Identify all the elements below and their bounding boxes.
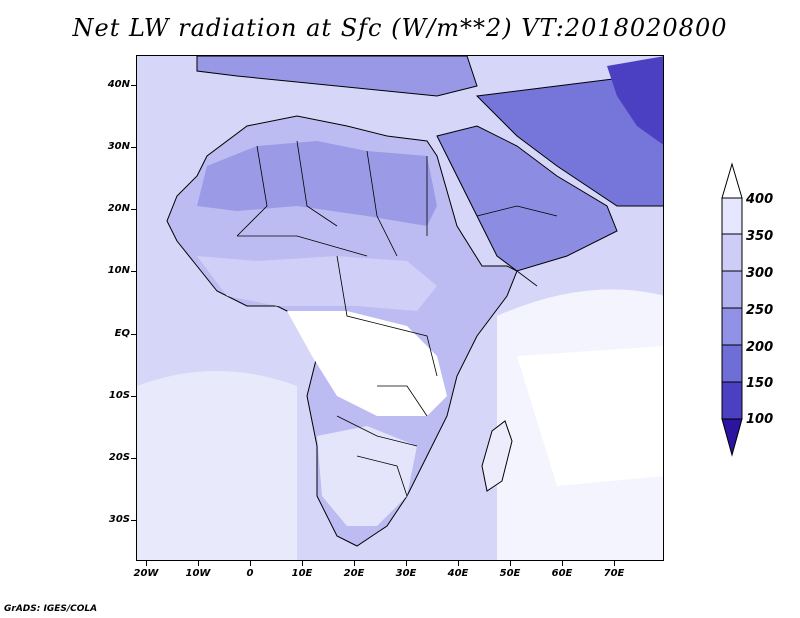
lon-tick (354, 561, 355, 566)
lon-tick (510, 561, 511, 566)
lat-label-10s: 10S (108, 390, 130, 401)
arabia-landmass (436, 125, 618, 272)
colorbar-band-300-350 (721, 233, 743, 272)
colorbar (721, 162, 743, 457)
colorbar-band-200-250 (721, 307, 743, 346)
colorbar-band-350-400 (721, 197, 743, 235)
lon-label-70e: 70E (603, 568, 625, 579)
colorbar-top-arrow (721, 162, 743, 199)
lon-tick (302, 561, 303, 566)
lat-label-20s: 20S (108, 452, 130, 463)
lat-tick (131, 458, 136, 459)
colorbar-bottom-arrow (721, 418, 743, 457)
colorbar-label-350: 350 (746, 229, 774, 244)
europe-strip (196, 56, 478, 97)
colorbar-label-300: 300 (746, 266, 774, 281)
lon-label-0: 0 (246, 568, 254, 579)
lon-tick (614, 561, 615, 566)
lat-label-30n: 30N (107, 141, 130, 152)
lat-tick (131, 271, 136, 272)
lat-tick (131, 85, 136, 86)
lat-label-40n: 40N (107, 79, 130, 90)
lon-tick (250, 561, 251, 566)
lon-label-40e: 40E (447, 568, 469, 579)
sahel-band (197, 256, 437, 311)
lat-label-eq: EQ (114, 328, 130, 339)
map-title: Net LW radiation at Sfc (W/m**2) VT:2018… (72, 14, 728, 42)
colorbar-label-150: 150 (746, 376, 774, 391)
tropical-interior (287, 311, 447, 416)
lat-tick (131, 209, 136, 210)
lon-tick (146, 561, 147, 566)
lat-label-30s: 30S (108, 514, 130, 525)
country-borders (236, 140, 558, 497)
indian-ocean-light (517, 346, 663, 486)
lon-label-10w: 10W (185, 568, 211, 579)
iran-landmass (475, 75, 663, 207)
lon-tick (406, 561, 407, 566)
lon-label-20e: 20E (343, 568, 365, 579)
lat-label-20n: 20N (107, 203, 130, 214)
lon-tick (198, 561, 199, 566)
lon-label-30e: 30E (395, 568, 417, 579)
map-panel (136, 55, 664, 561)
colorbar-label-250: 250 (746, 303, 774, 318)
lat-tick (131, 334, 136, 335)
colorbar-label-400: 400 (746, 192, 774, 207)
lat-tick (131, 147, 136, 148)
lon-label-50e: 50E (499, 568, 521, 579)
colorbar-label-100: 100 (746, 412, 774, 427)
map-canvas (137, 56, 663, 560)
madagascar (481, 420, 513, 492)
lon-tick (458, 561, 459, 566)
lat-tick (131, 396, 136, 397)
colorbar-band-150-200 (721, 344, 743, 383)
colorbar-band-250-300 (721, 270, 743, 309)
sahara-band (197, 141, 437, 226)
lat-label-10n: 10N (107, 265, 130, 276)
lat-tick (131, 520, 136, 521)
southern-africa (317, 426, 417, 526)
grads-credit: GrADS: IGES/COLA (4, 604, 98, 614)
lon-label-20w: 20W (133, 568, 159, 579)
colorbar-band-100-150 (721, 381, 743, 420)
south-atlantic-fill (137, 371, 297, 560)
lon-tick (562, 561, 563, 566)
lon-label-10e: 10E (291, 568, 313, 579)
highland-region (607, 56, 663, 145)
lon-label-60e: 60E (551, 568, 573, 579)
colorbar-label-200: 200 (746, 340, 774, 355)
